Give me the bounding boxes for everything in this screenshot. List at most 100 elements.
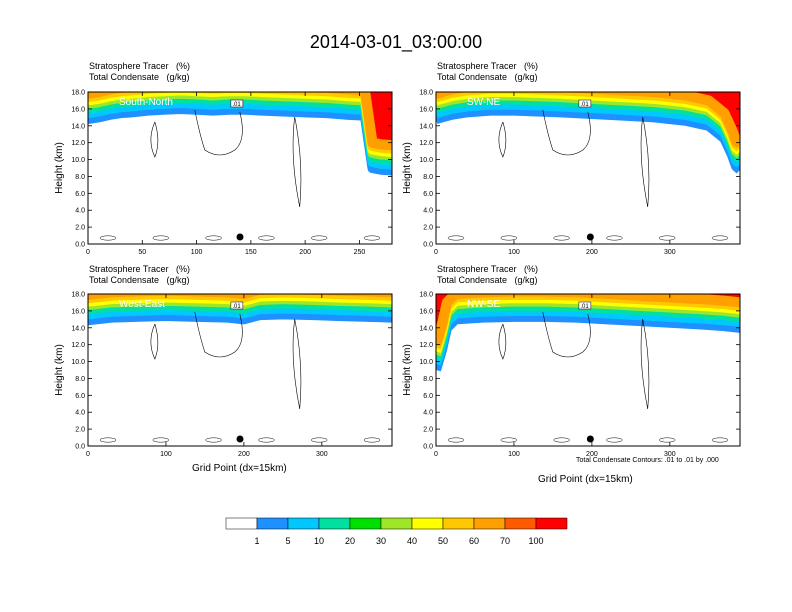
tracer-band (88, 309, 392, 326)
x-tick-label: 0 (434, 451, 438, 458)
condensate-contour (498, 121, 507, 158)
y-tick-label: 2.0 (423, 427, 433, 434)
condensate-contour (658, 437, 676, 443)
condensate-label: Total Condensate (g/kg) (437, 275, 538, 285)
x-tick-label: 0 (86, 249, 90, 256)
condensate-contour (542, 311, 591, 358)
x-tick-label: 300 (664, 249, 676, 256)
tracer-band (436, 92, 740, 149)
contour-label: .01 (232, 102, 241, 108)
plot-area (436, 92, 740, 241)
y-tick-label: 16.0 (71, 308, 85, 315)
x-axis-label-3: Grid Point (dx=15km) (192, 463, 287, 474)
condensate-contour (194, 311, 243, 358)
condensate-contour (640, 116, 650, 208)
tracer-band (436, 294, 740, 347)
y-tick-label: 4.0 (423, 208, 433, 215)
colorbar-swatch (442, 517, 475, 530)
colorbar-label: 100 (528, 536, 543, 546)
x-tick-label: 50 (138, 249, 146, 256)
panel-header-2: Stratosphere Tracer (%) Total Condensate… (437, 61, 538, 83)
y-tick-label: 6.0 (75, 191, 85, 198)
condensate-contour (363, 437, 381, 443)
colorbar-swatch (225, 517, 258, 530)
tracer-label: Stratosphere Tracer (%) (89, 61, 191, 71)
y-axis-label: Height (km) (402, 344, 413, 396)
y-tick-label: 4.0 (423, 410, 433, 417)
colorbar-label: 50 (438, 536, 448, 546)
y-tick-label: 2.0 (75, 427, 85, 434)
condensate-contour (363, 235, 381, 241)
section-label: SW-NE (467, 97, 500, 108)
condensate-contour (205, 437, 222, 443)
condensate-contour (711, 235, 729, 241)
y-axis-label: Height (km) (54, 344, 65, 396)
y-tick-label: 14.0 (71, 123, 85, 130)
tracer-label: Stratosphere Tracer (%) (437, 61, 539, 71)
condensate-contour (500, 437, 518, 443)
y-tick-label: 6.0 (423, 191, 433, 198)
y-axis-label: Height (km) (402, 142, 413, 194)
y-tick-label: 12.0 (71, 342, 85, 349)
condensate-contour (606, 235, 623, 241)
contour-label-box (578, 99, 592, 108)
x-tick-label: 100 (508, 249, 520, 256)
tracer-band (436, 311, 740, 372)
condensate-contour (310, 235, 328, 241)
y-tick-label: 6.0 (75, 393, 85, 400)
y-tick-label: 10.0 (71, 157, 85, 164)
y-tick-label: 18.0 (419, 90, 433, 97)
colorbar-label: 40 (407, 536, 417, 546)
y-tick-label: 16.0 (419, 106, 433, 113)
y-tick-label: 14.0 (71, 325, 85, 332)
condensate-contour (447, 235, 465, 241)
y-tick-label: 12.0 (71, 140, 85, 147)
contour-label-box (578, 301, 592, 310)
condensate-contour (194, 109, 243, 156)
tracer-band (88, 103, 392, 176)
colorbar-label: 20 (345, 536, 355, 546)
location-marker (236, 435, 244, 443)
section-label: NW-SE (467, 299, 500, 310)
condensate-contour (258, 437, 275, 443)
colorbar-swatch (256, 517, 289, 530)
y-tick-label: 0.0 (423, 242, 433, 249)
y-tick-label: 18.0 (71, 292, 85, 299)
y-tick-label: 10.0 (419, 157, 433, 164)
colorbar-swatch (287, 517, 320, 530)
y-tick-label: 6.0 (423, 393, 433, 400)
contour-label: .01 (232, 304, 241, 310)
condensate-contour (310, 437, 328, 443)
condensate-contour (711, 437, 729, 443)
condensate-contour (447, 437, 465, 443)
condensate-contour (640, 318, 650, 410)
tracer-label: Stratosphere Tracer (%) (89, 264, 191, 274)
condensate-contour (152, 235, 170, 241)
panel-1: .01 South-North 0.0 2.0 4.0 6.0 8.0 10.0 12.0 14.… (54, 90, 393, 256)
section-label: South-North (119, 97, 173, 108)
x-tick-label: 150 (245, 249, 257, 256)
condensate-contour (152, 437, 170, 443)
y-tick-label: 10.0 (419, 359, 433, 366)
y-tick-label: 12.0 (419, 140, 433, 147)
contour-label: .01 (580, 102, 589, 108)
colorbar-label: 60 (469, 536, 479, 546)
condensate-contour (99, 437, 117, 443)
y-tick-label: 18.0 (71, 90, 85, 97)
panel-3: .01 West-East 0.0 2.0 4.0 6.0 8.0 10.0 12.0 14.0 1… (54, 292, 393, 458)
contour-label: .01 (580, 304, 589, 310)
panel-4: .01 NW-SE 0.0 2.0 4.0 6.0 8.0 10.0 12.0 14.0 16.0 1… (402, 292, 741, 458)
condensate-contour (553, 235, 570, 241)
condensate-contour (553, 437, 570, 443)
colorbar-swatch (380, 517, 413, 530)
figure-title: 2014-03-01_03:00:00 (309, 32, 483, 52)
plot-frame (87, 293, 393, 447)
x-tick-label: 100 (191, 249, 203, 256)
tracer-label: Stratosphere Tracer (%) (437, 264, 539, 274)
colorbar-label: 10 (314, 536, 324, 546)
x-tick-label: 250 (354, 249, 366, 256)
x-tick-label: 0 (434, 249, 438, 256)
plot-frame (87, 91, 393, 245)
y-axis-label: Height (km) (54, 142, 65, 194)
colorbar-swatch (318, 517, 351, 530)
